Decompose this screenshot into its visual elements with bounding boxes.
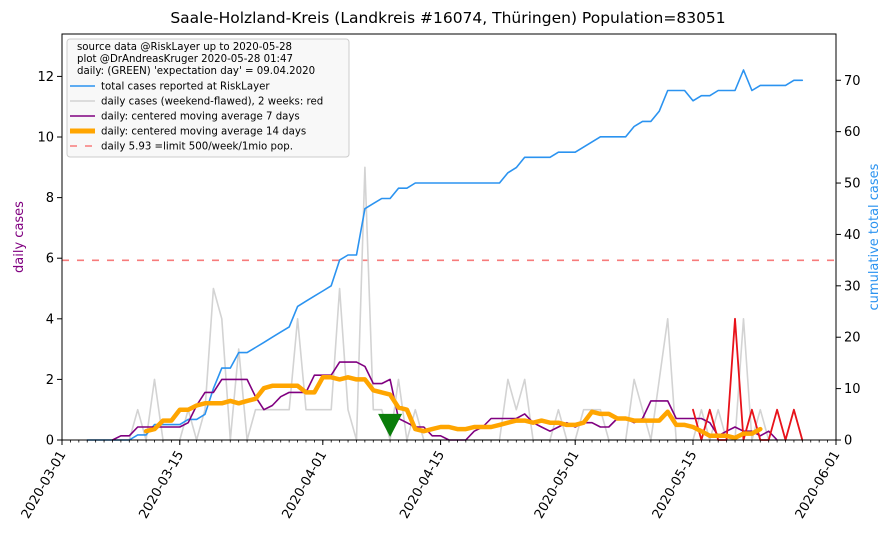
x-tick-label: 2020-05-01: [532, 449, 583, 522]
y-right-tick-label: 40: [844, 228, 861, 243]
y-right-tick-label: 20: [844, 331, 861, 346]
y-axis-right-label: cumulative total cases: [867, 163, 882, 310]
y-left-tick-label: 2: [46, 373, 54, 388]
y-left-tick-label: 10: [37, 131, 54, 146]
legend: source data @RiskLayer up to 2020-05-28 …: [66, 38, 350, 158]
x-tick-label: 2020-06-01: [793, 449, 844, 522]
y-right-tick-label: 60: [844, 125, 861, 140]
series-line-daily-cases: [86, 166, 804, 441]
legend-entry-total: total cases reported at RiskLayer: [101, 82, 270, 93]
expectation-day-marker: [378, 413, 403, 437]
y-axis-right: 0 10 20 30 40 50 60 70: [836, 74, 861, 449]
x-tick-label: 2020-05-15: [650, 449, 701, 522]
y-right-tick-label: 30: [844, 279, 861, 294]
y-right-tick-label: 10: [844, 382, 861, 397]
series-line-ma7: [111, 361, 778, 441]
y-right-tick-label: 50: [844, 177, 861, 192]
y-left-tick-label: 6: [46, 252, 54, 267]
expectation-day-triangle: [378, 413, 403, 437]
x-tick-label: 2020-04-01: [279, 449, 330, 522]
legend-box: [66, 38, 350, 158]
y-axis-left-label: daily cases: [12, 201, 27, 273]
legend-entry-ma7: daily: centered moving average 7 days: [101, 112, 300, 123]
x-tick-label: 2020-03-15: [136, 449, 187, 522]
legend-entry-ma14: daily: centered moving average 14 days: [101, 127, 306, 138]
plot-area: [61, 33, 837, 441]
x-tick-label: 2020-04-15: [397, 448, 448, 521]
y-left-tick-label: 8: [46, 191, 54, 206]
series-line-ma14: [143, 375, 763, 441]
y-right-tick-label: 0: [844, 434, 852, 449]
y-left-tick-label: 12: [37, 70, 54, 85]
legend-header-2: plot @DrAndreasKruger 2020-05-28 01:47: [77, 54, 293, 65]
legend-entry-daily: daily cases (weekend-flawed), 2 weeks: r…: [101, 97, 323, 108]
y-left-tick-label: 4: [46, 312, 54, 327]
series-line-daily-recent: [692, 317, 804, 441]
x-axis: 2020-03-01 2020-03-15 2020-04-01 2020-04-15…: [19, 440, 844, 522]
legend-entry-limit: daily 5.93 =limit 500/week/1mio pop.: [101, 142, 293, 153]
y-left-tick-label: 0: [46, 434, 54, 449]
legend-header-1: source data @RiskLayer up to 2020-05-28: [77, 42, 292, 53]
legend-header-3: daily: (GREEN) 'expectation day' = 09.04…: [77, 66, 315, 77]
y-axis-left: 0 2 4 6 8 10 12: [37, 70, 62, 449]
x-tick-label: 2020-03-01: [19, 449, 70, 522]
y-right-tick-label: 70: [844, 74, 861, 89]
series-line-total-cases: [86, 69, 804, 441]
chart-title: Saale-Holzland-Kreis (Landkreis #16074, …: [170, 9, 725, 27]
